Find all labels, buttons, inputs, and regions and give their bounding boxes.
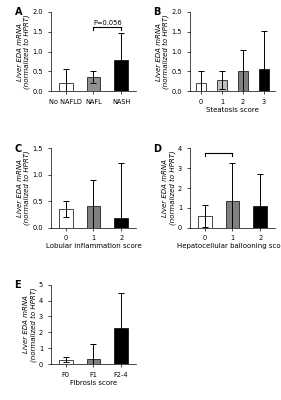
Bar — [87, 206, 100, 228]
Bar — [59, 360, 73, 364]
Bar — [253, 206, 267, 228]
Text: P=0.056: P=0.056 — [93, 20, 122, 26]
Y-axis label: Liver EDA mRNA
(normalized to HPRT): Liver EDA mRNA (normalized to HPRT) — [156, 14, 169, 89]
Bar — [114, 60, 128, 91]
X-axis label: Hepatocellular ballooning score: Hepatocellular ballooning score — [177, 243, 281, 249]
Bar — [196, 83, 206, 91]
Bar — [114, 218, 128, 228]
Text: C: C — [15, 144, 22, 154]
Text: B: B — [153, 7, 161, 17]
Text: E: E — [15, 280, 21, 290]
Bar — [59, 82, 73, 91]
Bar — [217, 80, 227, 91]
Bar — [59, 209, 73, 228]
Y-axis label: Liver EDA mRNA
(normalized to HPRT): Liver EDA mRNA (normalized to HPRT) — [17, 151, 30, 225]
X-axis label: Fibrosis score: Fibrosis score — [70, 380, 117, 386]
Bar — [114, 328, 128, 364]
Bar — [87, 77, 100, 91]
Text: A: A — [15, 7, 22, 17]
Bar — [226, 201, 239, 228]
Y-axis label: Liver EDA mRNA
(normalized to HPRT): Liver EDA mRNA (normalized to HPRT) — [162, 151, 176, 225]
Text: D: D — [153, 144, 162, 154]
Bar — [259, 70, 269, 91]
Bar — [87, 359, 100, 364]
Y-axis label: Liver EDA mRNA
(normalized to HPRT): Liver EDA mRNA (normalized to HPRT) — [17, 14, 30, 89]
X-axis label: Steatosis score: Steatosis score — [206, 107, 259, 113]
Y-axis label: Liver EDA mRNA
(normalized to HPRT): Liver EDA mRNA (normalized to HPRT) — [23, 287, 37, 362]
X-axis label: Lobular inflammation score: Lobular inflammation score — [46, 243, 141, 249]
Bar — [238, 72, 248, 91]
Bar — [198, 216, 212, 228]
